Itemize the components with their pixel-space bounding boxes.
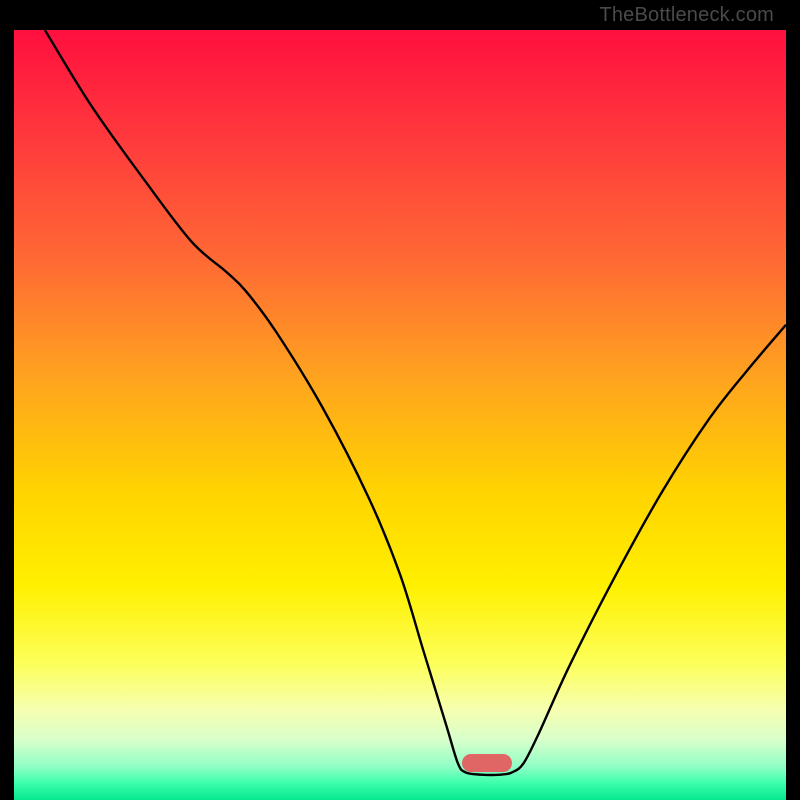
- watermark-text: TheBottleneck.com: [599, 4, 774, 27]
- optimal-marker: [462, 754, 512, 772]
- plot-area: [14, 30, 786, 786]
- curve-line: [14, 30, 786, 786]
- chart-frame: TheBottleneck.com: [0, 0, 800, 800]
